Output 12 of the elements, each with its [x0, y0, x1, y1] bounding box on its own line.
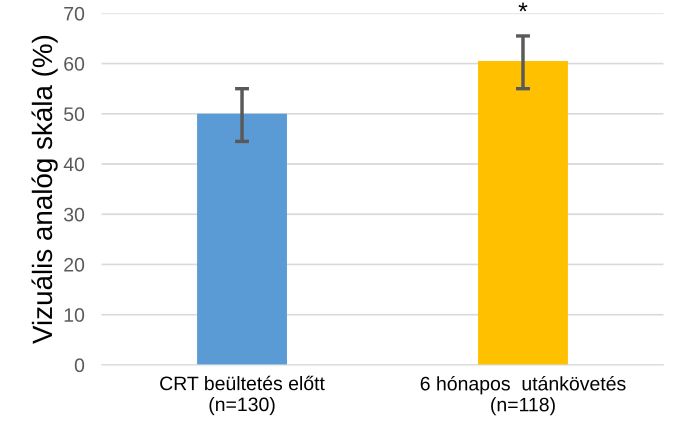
y-axis-title: Vizuális analóg skála (%) — [31, 36, 58, 344]
x-tick-label: CRT beültetés előtt (n=130) — [160, 376, 325, 416]
y-tick-label: 0 — [74, 358, 84, 372]
y-tick-label: 70 — [64, 6, 84, 21]
text: * — [518, 2, 528, 12]
y-tick-label: 30 — [64, 208, 84, 222]
x-tick-label: 6 hónapos utánkövetés (n=118) — [420, 376, 626, 416]
y-tick-label: 10 — [64, 308, 84, 322]
y-tick-label: 20 — [64, 258, 84, 272]
y-tick-label: 40 — [64, 157, 84, 172]
y-tick-label: 60 — [64, 57, 84, 71]
y-tick-label: 50 — [64, 107, 84, 122]
